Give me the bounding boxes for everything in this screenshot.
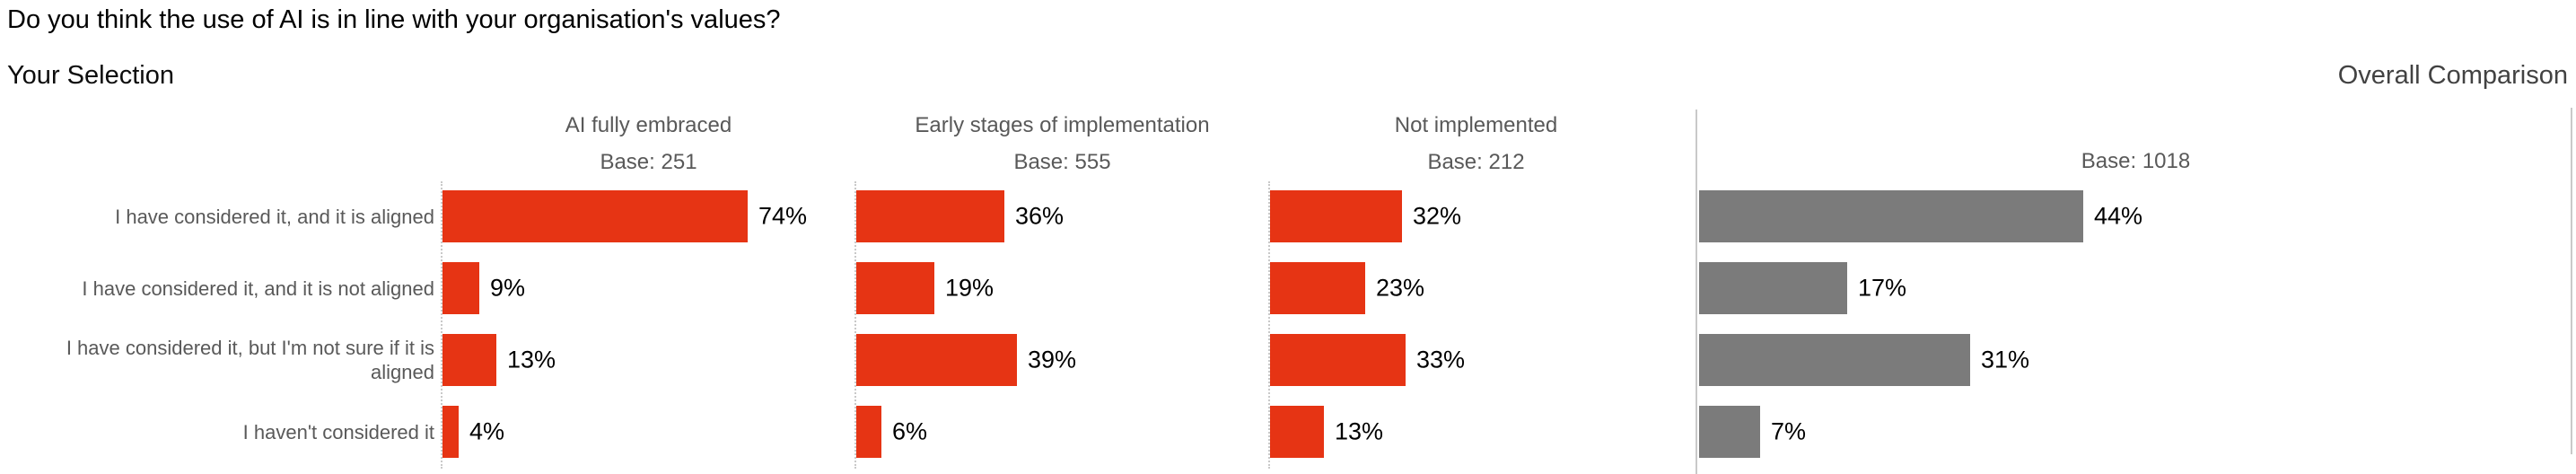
base-label: Base: 1018 <box>2081 149 2191 173</box>
bar-col1-row2[interactable]: 9% <box>442 262 525 314</box>
bar-overall-row4[interactable]: 7% <box>1699 406 1806 458</box>
base-label: Base: 251 <box>600 150 697 174</box>
value-label: 23% <box>1376 274 1425 302</box>
bar-col2-row1[interactable]: 36% <box>856 190 1064 242</box>
row-label: I have considered it, and it is aligned <box>115 205 434 228</box>
column-header-ai-fully-embraced: AI fully embraced Base: 251 <box>442 114 854 174</box>
column-header-overall: Base: 1018 <box>1699 150 2572 173</box>
question-title: Do you think the use of AI is in line wi… <box>7 5 781 34</box>
value-label: 32% <box>1413 202 1462 230</box>
value-label: 13% <box>1335 417 1384 445</box>
bar-overall-row1[interactable]: 44% <box>1699 190 2142 242</box>
base-label: Base: 212 <box>1427 150 1525 174</box>
value-label: 9% <box>490 274 526 302</box>
row-label: I have considered it, and it is not alig… <box>82 276 434 300</box>
your-selection-label: Your Selection <box>7 61 174 90</box>
bar-col2-row4[interactable]: 6% <box>856 406 927 458</box>
value-label: 44% <box>2094 202 2143 230</box>
bar-col3-row4[interactable]: 13% <box>1270 406 1383 458</box>
value-label: 33% <box>1416 346 1466 373</box>
overall-axis-line <box>2571 108 2572 454</box>
column-title: Not implemented <box>1394 113 1558 137</box>
bar-col1-row3[interactable]: 13% <box>442 334 556 386</box>
column-header-not-implemented: Not implemented Base: 212 <box>1270 114 1682 174</box>
row-label: I haven't considered it <box>242 420 434 443</box>
bar-col3-row3[interactable]: 33% <box>1270 334 1465 386</box>
value-label: 36% <box>1015 202 1065 230</box>
value-label: 31% <box>1981 346 2030 373</box>
divider-line <box>1695 110 1697 474</box>
value-label: 74% <box>758 202 808 230</box>
baseline-dotted-col3 <box>1268 181 1270 469</box>
base-label: Base: 555 <box>1013 150 1111 174</box>
bar-col2-row2[interactable]: 19% <box>856 262 994 314</box>
row-label: I have considered it, but I'm not sure i… <box>66 337 434 383</box>
column-header-early-stages: Early stages of implementation Base: 555 <box>856 114 1268 174</box>
value-label: 19% <box>945 274 994 302</box>
baseline-dotted-col1 <box>441 181 442 469</box>
baseline-dotted-col2 <box>854 181 856 469</box>
bar-col3-row1[interactable]: 32% <box>1270 190 1461 242</box>
value-label: 17% <box>1858 274 1907 302</box>
column-title: Early stages of implementation <box>915 113 1210 137</box>
bar-overall-row2[interactable]: 17% <box>1699 262 1906 314</box>
bar-col3-row2[interactable]: 23% <box>1270 262 1424 314</box>
value-label: 4% <box>469 417 505 445</box>
value-label: 6% <box>892 417 928 445</box>
bar-col1-row4[interactable]: 4% <box>442 406 504 458</box>
column-title: AI fully embraced <box>565 113 732 137</box>
bar-overall-row3[interactable]: 31% <box>1699 334 2029 386</box>
value-label: 7% <box>1771 417 1807 445</box>
overall-comparison-label: Overall Comparison <box>2337 61 2568 90</box>
value-label: 13% <box>507 346 556 373</box>
value-label: 39% <box>1028 346 1077 373</box>
bar-col1-row1[interactable]: 74% <box>442 190 807 242</box>
bar-col2-row3[interactable]: 39% <box>856 334 1076 386</box>
